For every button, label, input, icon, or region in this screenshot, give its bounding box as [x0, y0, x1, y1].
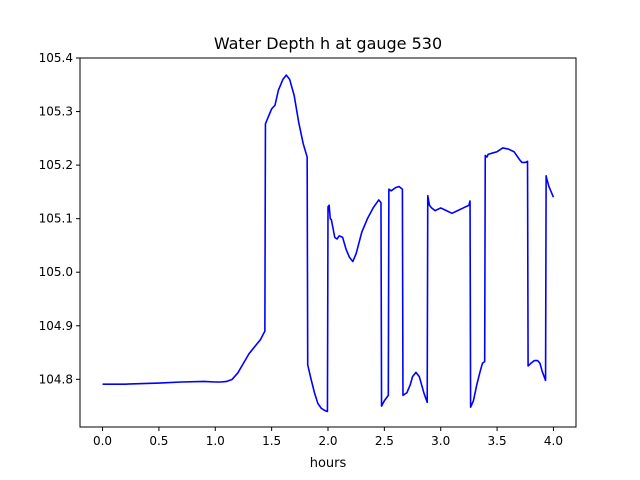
x-tick-label: 2.5: [375, 434, 394, 448]
x-tick-label: 0.5: [149, 434, 168, 448]
y-tick-label: 105.2: [39, 158, 73, 172]
x-tick-label: 4.0: [544, 434, 563, 448]
series-layer: [102, 74, 555, 413]
x-axis: 0.0 0.5 1.0 1.5 2.0 2.5 3.0 3.5 4.0: [93, 427, 563, 448]
y-axis: 104.8 104.9 105.0 105.1 105.2 105.3 105.4: [39, 51, 80, 386]
y-tick-label: 105.0: [39, 265, 73, 279]
chart-title: Water Depth h at gauge 530: [214, 34, 442, 53]
y-tick-label: 105.1: [39, 212, 73, 226]
x-tick-label: 2.0: [318, 434, 337, 448]
y-tick-label: 105.4: [39, 51, 73, 65]
y-tick-label: 105.3: [39, 105, 73, 119]
series-line-0: [102, 74, 555, 413]
x-tick-label: 3.5: [488, 434, 507, 448]
x-tick-label: 1.0: [206, 434, 225, 448]
y-tick-label: 104.9: [39, 319, 73, 333]
x-tick-label: 0.0: [93, 434, 112, 448]
y-tick-label: 104.8: [39, 372, 73, 386]
x-tick-label: 3.0: [431, 434, 450, 448]
x-tick-label: 1.5: [262, 434, 281, 448]
x-axis-label: hours: [310, 456, 347, 471]
